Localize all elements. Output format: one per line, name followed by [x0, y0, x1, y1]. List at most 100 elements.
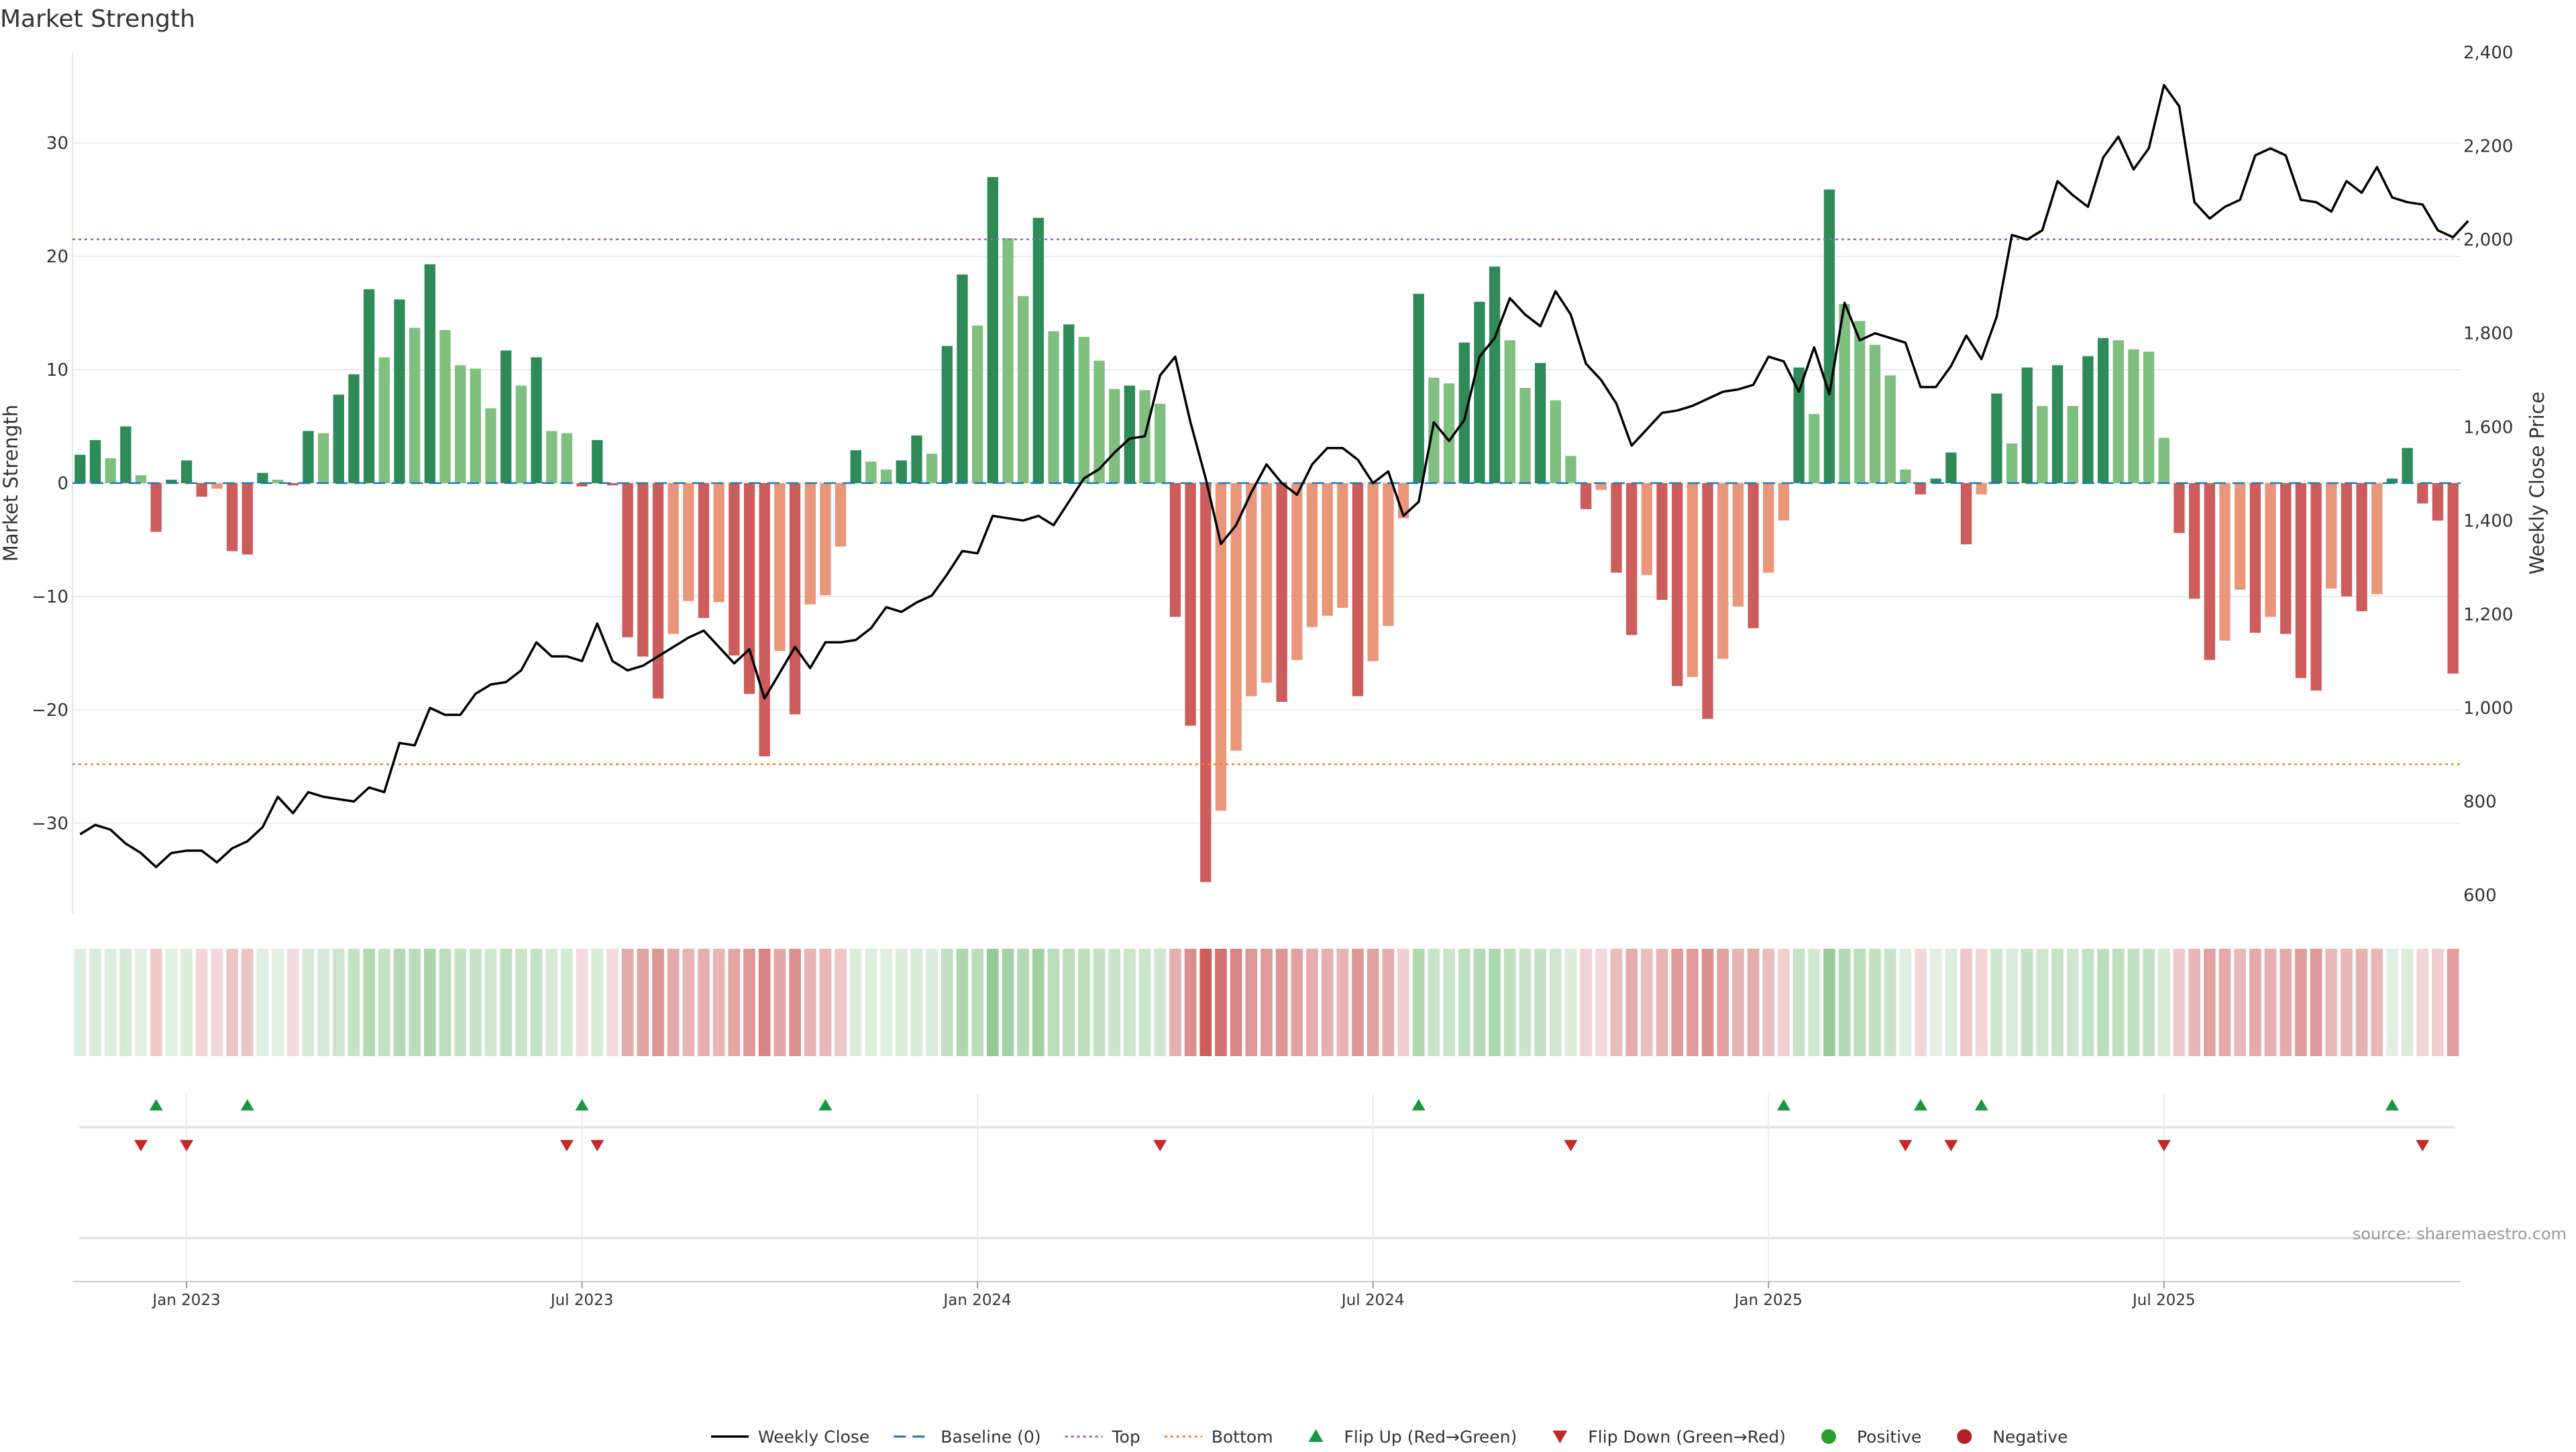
- strength-bar: [2174, 483, 2185, 533]
- weekly-close-line: [79, 84, 2469, 868]
- heatmap-cell: [500, 949, 513, 1056]
- strength-bar: [592, 439, 603, 483]
- heatmap-cell: [135, 949, 147, 1056]
- heatmap-cell: [1915, 949, 1927, 1056]
- heatmap-cell: [956, 949, 969, 1056]
- y2-tick-label: 1,800: [2463, 324, 2513, 344]
- heatmap-cell: [104, 949, 117, 1056]
- strength-bar: [120, 426, 131, 483]
- strength-bar: [1823, 189, 1835, 483]
- heatmap-cell: [2157, 949, 2170, 1056]
- strength-bar: [2341, 483, 2353, 597]
- strength-bar: [2082, 356, 2094, 483]
- strength-bar: [2021, 367, 2033, 483]
- heatmap-cell: [1275, 949, 1288, 1056]
- legend-label: Flip Down (Green→Red): [1588, 1427, 1786, 1447]
- strength-bar: [1185, 483, 1196, 726]
- strength-bar: [364, 289, 375, 483]
- heatmap-cell: [1701, 949, 1714, 1056]
- strength-bar: [1048, 331, 1059, 483]
- strength-bar: [2097, 338, 2109, 483]
- strength-bar: [606, 483, 619, 486]
- y-tick-label: 30: [46, 134, 68, 154]
- heatmap-cell: [1489, 949, 1501, 1056]
- heatmap-cell: [728, 949, 741, 1056]
- heatmap-cell: [226, 949, 238, 1056]
- strength-bar: [2402, 448, 2413, 483]
- legend-item: Flip Up (Red→Green): [1308, 1427, 1517, 1447]
- heatmap-cell: [789, 949, 801, 1056]
- heatmap-cell: [1366, 949, 1379, 1056]
- strength-bar: [1976, 483, 1987, 495]
- heatmap-cell: [195, 949, 208, 1056]
- legend-label: Bottom: [1212, 1427, 1273, 1447]
- legend-label: Weekly Close: [758, 1427, 869, 1447]
- strength-bar: [135, 475, 147, 483]
- heatmap-cell: [2249, 949, 2261, 1056]
- heatmap-cell: [1458, 949, 1470, 1056]
- strength-bar: [911, 435, 922, 483]
- heatmap-cell: [180, 949, 193, 1056]
- strength-bar: [667, 483, 679, 634]
- heatmap-cell: [1124, 949, 1136, 1056]
- heatmap-cell: [545, 949, 558, 1056]
- heatmap-cell: [971, 949, 984, 1056]
- strength-bar: [1641, 483, 1653, 575]
- strength-bar: [546, 431, 557, 483]
- heatmap-cell: [409, 949, 421, 1056]
- heatmap-cell: [2295, 949, 2307, 1056]
- flip-down-marker: [1153, 1140, 1167, 1151]
- heatmap-cell: [2066, 949, 2079, 1056]
- strength-bar: [957, 274, 968, 483]
- strength-bar: [2235, 483, 2246, 590]
- heatmap-cell: [880, 949, 892, 1056]
- strength-bar: [1565, 456, 1576, 483]
- strength-bar: [348, 374, 360, 483]
- heatmap-cell: [2279, 949, 2292, 1056]
- heatmap-cell: [1564, 949, 1577, 1056]
- strength-bar: [2006, 443, 2018, 483]
- flip-markers: [79, 1094, 2455, 1282]
- flip-up-marker: [818, 1099, 833, 1110]
- heatmap-cell: [1975, 949, 1988, 1056]
- heatmap-cell: [1291, 949, 1303, 1056]
- strength-bar: [2371, 483, 2383, 594]
- heatmap-cell: [1230, 949, 1242, 1056]
- heatmap-cell: [2218, 949, 2231, 1056]
- legend-label: Positive: [1857, 1427, 1921, 1447]
- heatmap-cell: [941, 949, 953, 1056]
- strength-bar: [1002, 238, 1014, 483]
- heatmap-cell: [1580, 949, 1593, 1056]
- heatmap-cell: [2371, 949, 2383, 1056]
- strength-bar: [89, 439, 101, 483]
- legend-swatch-triangle-down: [1552, 1431, 1568, 1443]
- heatmap-cell: [1625, 949, 1638, 1056]
- strength-bar: [257, 472, 268, 483]
- strength-bar: [652, 483, 664, 698]
- heatmap-cell: [2447, 949, 2459, 1056]
- heatmap-cell: [1869, 949, 1881, 1056]
- heatmap-cell: [1473, 949, 1486, 1056]
- heatmap-cell: [1747, 949, 1760, 1056]
- heatmap-cell: [1138, 949, 1151, 1056]
- heatmap-cell: [698, 949, 710, 1056]
- heatmap-cell: [637, 949, 649, 1056]
- heatmap-cell: [667, 949, 680, 1056]
- strength-bar: [531, 357, 542, 483]
- strength-bar: [1337, 483, 1348, 608]
- x-tick-label: Jul 2024: [1340, 1292, 1405, 1309]
- flip-up-marker: [240, 1099, 254, 1110]
- heatmap-cell: [2127, 949, 2140, 1056]
- heatmap-cell: [89, 949, 101, 1056]
- strength-bar: [2295, 483, 2307, 678]
- strength-bar: [561, 433, 573, 483]
- source-note: source: sharemaestro.com: [2353, 1225, 2567, 1243]
- heatmap-cell: [1945, 949, 1957, 1056]
- heatmap-cell: [2234, 949, 2247, 1056]
- flip-down-marker: [1898, 1140, 1913, 1151]
- legend-item: Bottom: [1164, 1427, 1273, 1447]
- strength-bar: [637, 483, 649, 657]
- strength-bar: [2067, 406, 2078, 483]
